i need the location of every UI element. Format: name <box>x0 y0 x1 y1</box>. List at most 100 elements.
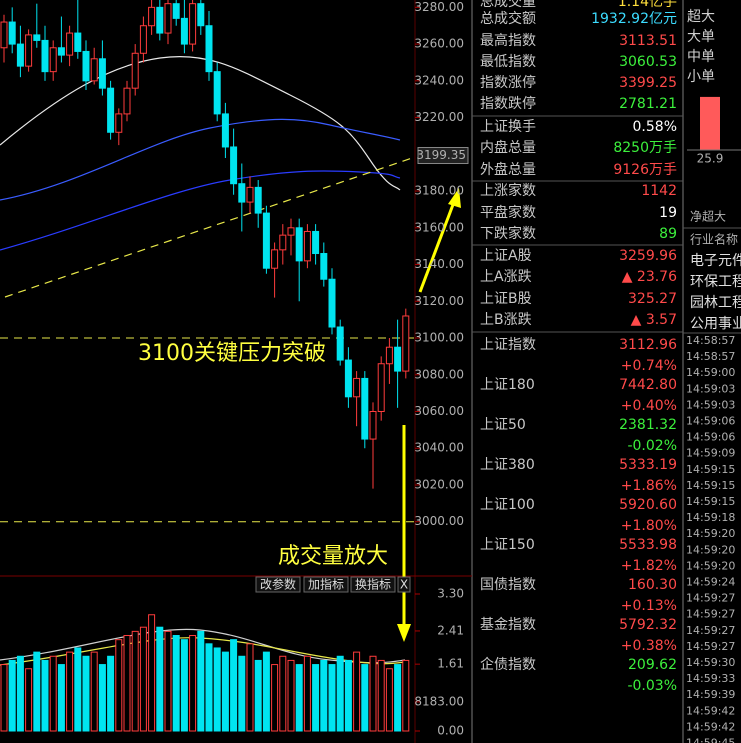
volume-bar <box>295 664 303 732</box>
volume-bar <box>221 651 229 732</box>
flow-label: 中单 <box>687 49 715 65</box>
volume-bar <box>246 643 254 732</box>
button-label[interactable]: 换指标 <box>355 577 391 592</box>
index-change: +1.82% <box>621 558 677 574</box>
volume-bar <box>369 655 377 732</box>
candle-body <box>402 315 410 372</box>
candle-body <box>164 3 172 34</box>
trade-time: 14:59:18 <box>686 511 735 524</box>
row-value: 0.58% <box>633 119 677 135</box>
y-tick-label: 3100.00 <box>414 331 464 345</box>
button-label[interactable]: 改参数 <box>260 577 296 592</box>
index-value: 3112.96 <box>619 337 677 353</box>
volume-bar <box>361 664 369 732</box>
candle-body <box>189 3 197 45</box>
volume-bar <box>320 659 328 732</box>
trade-time: 14:58:57 <box>686 350 735 363</box>
row-value: 9126万手 <box>613 162 677 178</box>
trade-time: 14:59:20 <box>686 543 735 556</box>
volume-bar <box>115 639 123 732</box>
candle-body <box>66 32 74 56</box>
button-label[interactable]: X <box>400 578 408 592</box>
volume-bar <box>74 647 82 732</box>
volume-bar <box>254 659 262 732</box>
arrow-head <box>397 624 411 642</box>
row-label: 上B涨跌 <box>480 312 532 328</box>
volume-bar <box>385 668 393 732</box>
index-change: +1.80% <box>621 518 677 534</box>
volume-bar <box>82 655 90 732</box>
y-tick-label: 3000.00 <box>414 514 464 528</box>
annotation: 3100关键压力突破 <box>138 341 326 366</box>
volume-bar <box>377 659 385 732</box>
y-tick-label: 3160.00 <box>414 220 464 234</box>
y-tick-label: 3280.00 <box>414 0 464 14</box>
index-change: -0.03% <box>627 678 677 694</box>
candle-body <box>312 230 320 255</box>
trade-time: 14:58:57 <box>686 334 735 347</box>
y-tick-label: 3220.00 <box>414 110 464 124</box>
index-value: 5333.19 <box>619 457 677 473</box>
row-label: 总成交量 <box>480 0 536 10</box>
volume-bar <box>271 664 279 732</box>
candle-body <box>271 249 279 269</box>
button[interactable] <box>303 576 349 593</box>
button-label[interactable]: 加指标 <box>308 577 344 592</box>
button[interactable] <box>255 576 301 593</box>
flow-label: 小单 <box>687 69 715 85</box>
index-name: 国债指数 <box>480 577 536 593</box>
y-tick-label: 0.00 <box>437 724 464 738</box>
candle-body <box>131 52 139 89</box>
row-label: 指数跌停 <box>480 95 536 112</box>
candle-body <box>49 47 57 73</box>
index-value: 5792.32 <box>619 617 677 633</box>
row-label: 最高指数 <box>480 32 536 49</box>
row-label: 指数涨停 <box>480 74 536 91</box>
candle-body <box>254 186 262 214</box>
y-tick-label: 1.61 <box>437 657 464 671</box>
candle-body <box>41 39 49 73</box>
row-value: 8250万手 <box>613 140 677 156</box>
index-name: 上证100 <box>480 497 535 513</box>
row-value: 1142 <box>641 183 677 199</box>
trade-time: 14:59:27 <box>686 592 735 605</box>
candle-body <box>353 377 361 398</box>
trade-time: 14:59:06 <box>686 431 735 444</box>
last-price-box <box>417 147 469 165</box>
volume-bar <box>57 664 65 732</box>
row-value: 89 <box>659 226 677 242</box>
trend-line <box>4 156 416 298</box>
y-tick-label: 3140.00 <box>414 257 464 271</box>
index-name: 上证150 <box>480 537 535 553</box>
flow-net-label: 净超大 <box>690 209 726 224</box>
trade-time: 14:59:33 <box>686 672 735 685</box>
trade-time: 14:59:45 <box>686 737 735 743</box>
row-value: 2781.21 <box>619 96 677 112</box>
row-value: 19 <box>659 205 677 221</box>
trade-time: 14:59:15 <box>686 463 735 476</box>
sector-name: 电子元件 <box>690 253 741 269</box>
candle-body <box>33 34 41 41</box>
sector-name: 园林工程 <box>690 295 741 311</box>
y-tick-label: 3020.00 <box>414 477 464 491</box>
y-tick-label: 3.30 <box>437 587 464 601</box>
candle-body <box>221 113 229 148</box>
candle-body <box>287 227 295 236</box>
volume-bar <box>353 651 361 732</box>
volume-bar <box>131 630 139 732</box>
trade-time: 14:59:27 <box>686 608 735 621</box>
button[interactable] <box>397 576 411 593</box>
button[interactable] <box>350 576 396 593</box>
trade-time: 14:59:09 <box>686 447 735 460</box>
volume-bar <box>279 655 287 732</box>
y-tick-label: 3120.00 <box>414 294 464 308</box>
volume-bar <box>66 651 74 732</box>
candle-body <box>295 227 303 262</box>
candle-body <box>336 326 344 361</box>
candle-body <box>213 71 221 115</box>
candle-body <box>115 113 123 133</box>
index-value: 7442.80 <box>619 377 677 393</box>
index-value: 2381.32 <box>619 417 677 433</box>
